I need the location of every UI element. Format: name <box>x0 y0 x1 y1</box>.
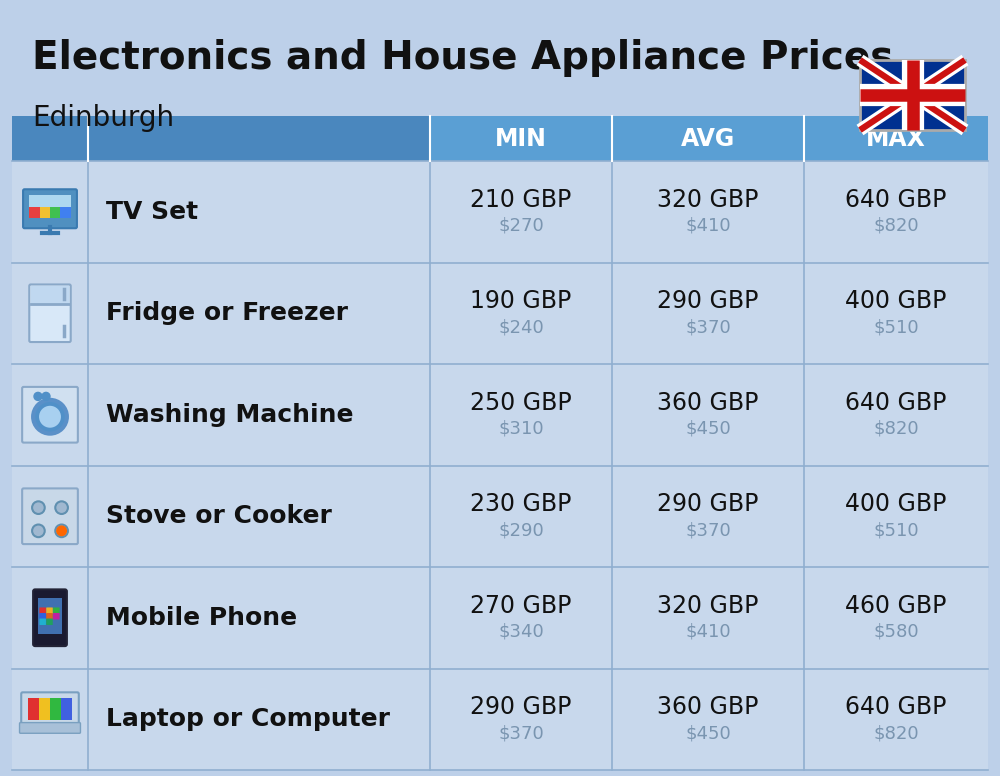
FancyBboxPatch shape <box>40 206 50 218</box>
Text: $240: $240 <box>498 318 544 336</box>
FancyBboxPatch shape <box>53 613 60 619</box>
FancyBboxPatch shape <box>12 161 988 262</box>
Text: $820: $820 <box>873 724 919 743</box>
FancyBboxPatch shape <box>38 598 62 634</box>
Text: $340: $340 <box>498 623 544 641</box>
Text: $270: $270 <box>498 217 544 235</box>
FancyBboxPatch shape <box>60 206 71 218</box>
Text: 460 GBP: 460 GBP <box>845 594 947 618</box>
FancyBboxPatch shape <box>12 567 988 668</box>
Circle shape <box>55 525 68 537</box>
Text: $510: $510 <box>873 521 919 539</box>
Circle shape <box>32 501 45 514</box>
Text: 290 GBP: 290 GBP <box>657 492 759 516</box>
FancyBboxPatch shape <box>804 116 988 161</box>
Circle shape <box>55 501 68 514</box>
Text: 320 GBP: 320 GBP <box>657 188 759 212</box>
FancyBboxPatch shape <box>860 60 965 130</box>
Text: Stove or Cooker: Stove or Cooker <box>106 504 332 528</box>
FancyBboxPatch shape <box>12 668 988 770</box>
Text: 360 GBP: 360 GBP <box>657 391 759 414</box>
Text: 640 GBP: 640 GBP <box>845 188 947 212</box>
FancyBboxPatch shape <box>39 608 46 614</box>
Text: 640 GBP: 640 GBP <box>845 695 947 719</box>
Text: 270 GBP: 270 GBP <box>470 594 572 618</box>
Circle shape <box>33 400 67 434</box>
FancyBboxPatch shape <box>29 195 71 218</box>
FancyBboxPatch shape <box>12 364 988 466</box>
FancyBboxPatch shape <box>20 722 80 733</box>
FancyBboxPatch shape <box>430 116 612 161</box>
Circle shape <box>39 406 61 428</box>
Text: 210 GBP: 210 GBP <box>470 188 572 212</box>
Text: $450: $450 <box>685 724 731 743</box>
FancyBboxPatch shape <box>12 466 988 567</box>
FancyBboxPatch shape <box>46 608 53 614</box>
Text: TV Set: TV Set <box>106 199 198 223</box>
Circle shape <box>57 526 66 535</box>
FancyBboxPatch shape <box>612 116 804 161</box>
Text: $410: $410 <box>685 623 731 641</box>
FancyBboxPatch shape <box>28 698 39 719</box>
FancyBboxPatch shape <box>31 286 69 304</box>
Text: $450: $450 <box>685 420 731 438</box>
Text: Mobile Phone: Mobile Phone <box>106 606 297 630</box>
Text: Electronics and House Appliance Prices: Electronics and House Appliance Prices <box>32 39 893 77</box>
Text: 360 GBP: 360 GBP <box>657 695 759 719</box>
Text: 290 GBP: 290 GBP <box>470 695 572 719</box>
Text: $820: $820 <box>873 420 919 438</box>
Text: 320 GBP: 320 GBP <box>657 594 759 618</box>
Text: $510: $510 <box>873 318 919 336</box>
Circle shape <box>32 525 45 537</box>
Text: 640 GBP: 640 GBP <box>845 391 947 414</box>
Text: 290 GBP: 290 GBP <box>657 289 759 314</box>
Text: $370: $370 <box>685 521 731 539</box>
Text: Fridge or Freezer: Fridge or Freezer <box>106 301 348 325</box>
FancyBboxPatch shape <box>50 206 60 218</box>
Text: $290: $290 <box>498 521 544 539</box>
FancyBboxPatch shape <box>61 698 72 719</box>
FancyBboxPatch shape <box>53 608 60 614</box>
FancyBboxPatch shape <box>22 387 78 442</box>
Text: 250 GBP: 250 GBP <box>470 391 572 414</box>
FancyBboxPatch shape <box>12 262 988 364</box>
Text: 230 GBP: 230 GBP <box>470 492 572 516</box>
Text: AVG: AVG <box>681 126 735 151</box>
FancyBboxPatch shape <box>23 189 77 228</box>
FancyBboxPatch shape <box>33 590 67 646</box>
FancyBboxPatch shape <box>39 698 50 719</box>
Text: $580: $580 <box>873 623 919 641</box>
FancyBboxPatch shape <box>12 116 430 161</box>
Text: $370: $370 <box>498 724 544 743</box>
FancyBboxPatch shape <box>22 488 78 544</box>
Circle shape <box>34 393 42 400</box>
Text: Edinburgh: Edinburgh <box>32 104 174 132</box>
Text: 190 GBP: 190 GBP <box>470 289 572 314</box>
FancyBboxPatch shape <box>21 692 79 725</box>
FancyBboxPatch shape <box>29 285 71 342</box>
Text: $820: $820 <box>873 217 919 235</box>
FancyBboxPatch shape <box>46 618 53 625</box>
Text: MAX: MAX <box>866 126 926 151</box>
FancyBboxPatch shape <box>50 698 61 719</box>
Text: Washing Machine: Washing Machine <box>106 403 354 427</box>
Text: $410: $410 <box>685 217 731 235</box>
Circle shape <box>42 393 50 400</box>
FancyBboxPatch shape <box>39 613 46 619</box>
FancyBboxPatch shape <box>46 613 53 619</box>
Text: 400 GBP: 400 GBP <box>845 289 947 314</box>
Text: Laptop or Computer: Laptop or Computer <box>106 707 390 731</box>
FancyBboxPatch shape <box>39 618 46 625</box>
Text: 400 GBP: 400 GBP <box>845 492 947 516</box>
FancyBboxPatch shape <box>29 206 40 218</box>
FancyBboxPatch shape <box>28 698 72 719</box>
Text: $370: $370 <box>685 318 731 336</box>
Text: MIN: MIN <box>495 126 547 151</box>
Text: $310: $310 <box>498 420 544 438</box>
